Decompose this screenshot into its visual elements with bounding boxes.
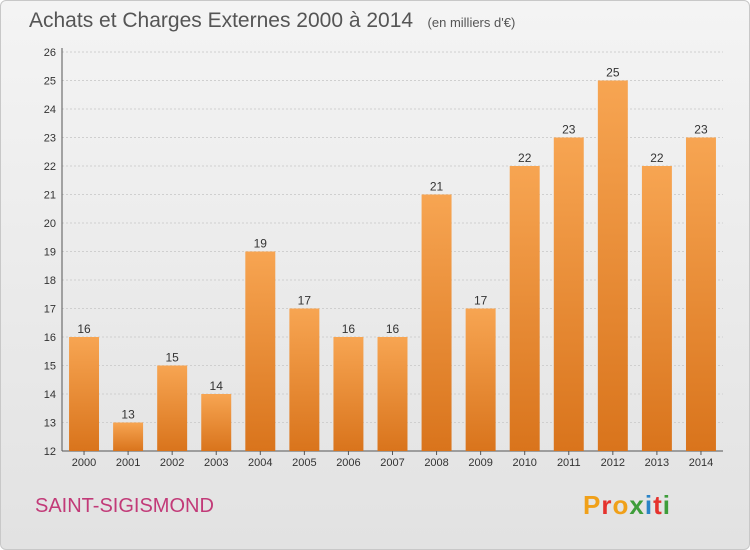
y-tick-label: 16 bbox=[44, 332, 56, 344]
y-tick-label: 15 bbox=[44, 361, 56, 373]
bar bbox=[113, 422, 144, 451]
y-tick-label: 17 bbox=[44, 304, 56, 316]
x-tick-label: 2011 bbox=[557, 457, 581, 469]
chart-unit: (en milliers d'€) bbox=[427, 15, 516, 30]
y-tick-label: 18 bbox=[44, 275, 56, 287]
y-tick-label: 23 bbox=[44, 133, 56, 145]
data-label: 17 bbox=[474, 294, 488, 308]
data-label: 23 bbox=[694, 123, 708, 137]
bar bbox=[201, 394, 232, 451]
data-label: 21 bbox=[430, 180, 444, 194]
data-label: 23 bbox=[562, 123, 576, 137]
x-tick-label: 2009 bbox=[468, 457, 492, 469]
bar bbox=[157, 365, 188, 451]
commune-name: SAINT-SIGISMOND bbox=[35, 495, 214, 517]
data-label: 16 bbox=[342, 322, 356, 336]
chart-title-block: Achats et Charges Externes 2000 à 2014 (… bbox=[29, 9, 515, 33]
x-tick-label: 2008 bbox=[424, 457, 448, 469]
x-tick-label: 2006 bbox=[336, 457, 360, 469]
x-tick-label: 2014 bbox=[689, 457, 713, 469]
logo-letter: i bbox=[644, 490, 654, 520]
x-tick-label: 2001 bbox=[116, 457, 140, 469]
bar bbox=[553, 137, 584, 451]
data-label: 25 bbox=[606, 66, 620, 80]
y-tick-label: 25 bbox=[44, 76, 56, 88]
data-label: 16 bbox=[77, 322, 91, 336]
y-tick-label: 21 bbox=[44, 190, 56, 202]
data-labels: 16 13 15 14 19 17 16 16 21 17 22 23 25 22 23 bbox=[77, 66, 708, 422]
y-tick-label: 24 bbox=[44, 104, 56, 116]
y-tick-label: 12 bbox=[44, 446, 56, 458]
bar bbox=[245, 251, 276, 451]
data-label: 17 bbox=[298, 294, 312, 308]
x-tick-label: 2013 bbox=[645, 457, 669, 469]
x-tick-label: 2012 bbox=[601, 457, 625, 469]
bar bbox=[597, 80, 628, 451]
data-label: 22 bbox=[650, 151, 664, 165]
y-tick-label: 14 bbox=[44, 389, 56, 401]
bars bbox=[69, 80, 716, 451]
chart-title: Achats et Charges Externes 2000 à 2014 bbox=[29, 9, 414, 32]
logo-letter: x bbox=[629, 490, 645, 520]
x-tick-label: 2002 bbox=[160, 457, 184, 469]
proxiti-logo: Proxiti bbox=[583, 490, 671, 521]
data-label: 14 bbox=[210, 379, 224, 393]
bar bbox=[333, 337, 364, 451]
logo-letter: t bbox=[653, 490, 663, 520]
bar bbox=[289, 308, 320, 451]
x-tick-labels: 2000 2001 2002 2003 2004 2005 2006 2007 2008 2009… bbox=[72, 451, 713, 469]
x-tick-label: 2010 bbox=[512, 457, 536, 469]
x-tick-label: 2000 bbox=[72, 457, 96, 469]
x-tick-label: 2007 bbox=[380, 457, 404, 469]
logo-letter: P bbox=[583, 490, 602, 520]
y-tick-label: 20 bbox=[44, 218, 56, 230]
logo-letter: i bbox=[662, 490, 671, 520]
x-tick-label: 2005 bbox=[292, 457, 316, 469]
x-tick-label: 2004 bbox=[248, 457, 272, 469]
bar bbox=[641, 166, 672, 451]
bar bbox=[421, 194, 452, 451]
bar bbox=[509, 166, 540, 451]
y-tick-labels: 12 13 14 15 16 17 18 19 20 21 22 23 24 25 26 bbox=[44, 47, 56, 458]
x-tick-label: 2003 bbox=[204, 457, 228, 469]
data-label: 22 bbox=[518, 151, 532, 165]
data-label: 13 bbox=[121, 408, 135, 422]
data-label: 19 bbox=[254, 237, 268, 251]
y-tick-label: 22 bbox=[44, 161, 56, 173]
bar bbox=[377, 337, 408, 451]
y-tick-label: 26 bbox=[44, 47, 56, 59]
data-label: 15 bbox=[165, 351, 179, 365]
y-tick-label: 19 bbox=[44, 247, 56, 259]
bar bbox=[685, 137, 716, 451]
bar bbox=[465, 308, 496, 451]
logo-letter: o bbox=[612, 490, 630, 520]
y-tick-label: 13 bbox=[44, 418, 56, 430]
logo-letter: r bbox=[601, 490, 613, 520]
bar bbox=[69, 337, 100, 451]
data-label: 16 bbox=[386, 322, 400, 336]
